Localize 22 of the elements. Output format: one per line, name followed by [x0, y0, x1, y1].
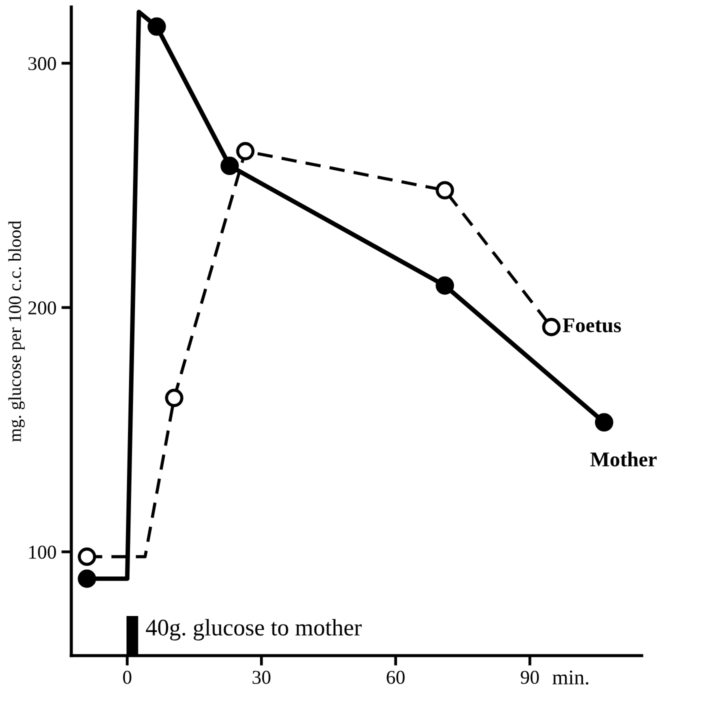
annotation: 40g. glucose to mother [146, 618, 362, 640]
point [542, 318, 560, 336]
series-label: Mother [590, 452, 657, 466]
point [78, 570, 96, 588]
x-tick-label: 90 [520, 670, 539, 684]
x-tick-label: 0 [123, 670, 132, 684]
series-label: Foetus [562, 318, 621, 332]
point [165, 388, 184, 408]
point [78, 548, 96, 566]
x-axis-title: min. [552, 670, 588, 685]
x-tick-label: 60 [386, 670, 405, 684]
point [148, 17, 166, 36]
x-tick-label: 30 [252, 670, 270, 684]
y-tick-label: 200 [28, 301, 56, 314]
point [436, 181, 454, 200]
point [436, 276, 454, 295]
y-tick-label: 100 [29, 546, 56, 559]
point [594, 413, 614, 432]
point [220, 156, 239, 176]
y-axis-title: mg. glucose per 100 c.c. blood [8, 220, 25, 442]
y-tick-label: 300 [28, 57, 56, 70]
point [236, 142, 254, 160]
